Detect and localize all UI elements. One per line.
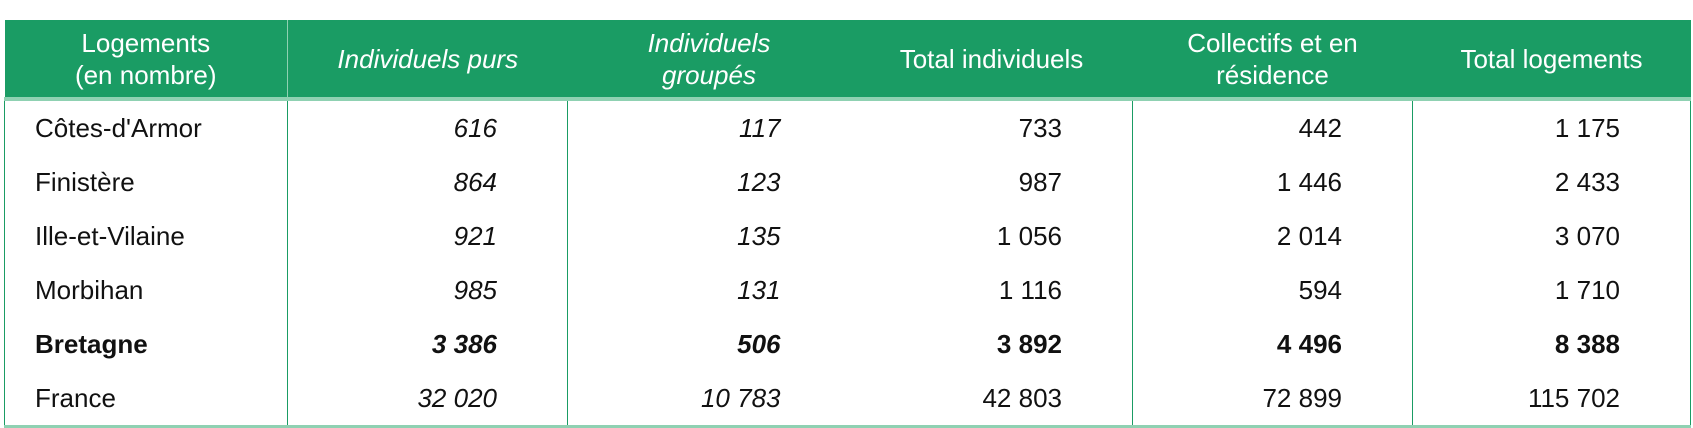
header-collectifs: Collectifs et en résidence: [1132, 20, 1413, 99]
header-logements-label: Logements: [81, 27, 211, 58]
table-row: Côtes-d'Armor 616 117 733 442 1 175: [5, 99, 1691, 155]
cell-total-logements: 115 702: [1412, 371, 1691, 427]
cell-total-individuels: 1 056: [996, 220, 1062, 251]
cell-individuels-purs: 32 020: [287, 371, 568, 427]
table-body: Côtes-d'Armor 616 117 733 442 1 175 Finistère 8…: [4, 99, 1691, 427]
header-individuels-groupes: Individuels groupés: [567, 20, 851, 99]
cell-total-logements: 1 175: [1412, 99, 1691, 155]
cell-collectifs: 72 899: [1132, 371, 1413, 427]
cell-individuels-purs: 985: [287, 263, 568, 317]
cell-individuels-groupes: 506: [567, 317, 851, 371]
cell-individuels-groupes: 131: [567, 263, 851, 317]
table-row: France 32 020 10 783 42 803 72 899 115 702: [4, 371, 1691, 427]
cell-individuels-groupes: 135: [567, 209, 851, 263]
cell-total-logements: 8 388: [1412, 317, 1691, 371]
housing-table: Logements (en nombre) Individuels purs In…: [4, 20, 1691, 428]
cell-total-logements: 3 070: [1412, 209, 1691, 263]
cell-total-individuels: 733: [1018, 112, 1062, 143]
table-row: Bretagne 3 386 506 3 892 4 496 8 388: [5, 317, 1691, 371]
cell-individuels-purs: 864: [287, 155, 568, 209]
row-label: Finistère: [35, 166, 135, 197]
cell-total-individuels: 1 116: [998, 274, 1062, 305]
cell-individuels-purs: 3 386: [287, 317, 568, 371]
cell-individuels-groupes: 10 783: [567, 371, 851, 427]
cell-individuels-purs: 921: [287, 209, 568, 263]
header-individuels-purs: Individuels purs: [287, 20, 568, 99]
cell-collectifs: 594: [1132, 263, 1413, 317]
row-label: Bretagne: [35, 328, 148, 359]
header-logements: Logements (en nombre): [4, 20, 288, 99]
cell-total-individuels: 987: [1018, 166, 1062, 197]
cell-total-logements: 2 433: [1412, 155, 1691, 209]
header-total-logements: Total logements: [1412, 20, 1691, 99]
cell-individuels-groupes: 123: [567, 155, 851, 209]
cell-collectifs: 4 496: [1132, 317, 1413, 371]
cell-total-logements: 1 710: [1412, 263, 1691, 317]
table-row: Finistère 864 123 987 1 446 2 433: [5, 155, 1691, 209]
row-label: Côtes-d'Armor: [35, 112, 202, 143]
cell-total-individuels: 3 892: [996, 328, 1062, 359]
row-label: France: [35, 382, 116, 413]
header-total-individuels: Total individuels: [850, 20, 1133, 99]
cell-collectifs: 442: [1132, 99, 1413, 155]
cell-collectifs: 2 014: [1132, 209, 1413, 263]
table-row: Ille-et-Vilaine 921 135 1 056 2 014 3 070: [5, 209, 1691, 263]
table-row: Morbihan 985 131 1 116 594 1 710: [5, 263, 1691, 317]
cell-total-individuels: 42 803: [982, 382, 1062, 413]
cell-collectifs: 1 446: [1132, 155, 1413, 209]
cell-individuels-purs: 616: [287, 99, 568, 155]
row-label: Ille-et-Vilaine: [35, 220, 185, 251]
table-header: Logements (en nombre) Individuels purs In…: [4, 20, 1691, 99]
row-label: Morbihan: [35, 274, 144, 305]
cell-individuels-groupes: 117: [567, 99, 851, 155]
header-logements-unit: (en nombre): [74, 59, 217, 90]
